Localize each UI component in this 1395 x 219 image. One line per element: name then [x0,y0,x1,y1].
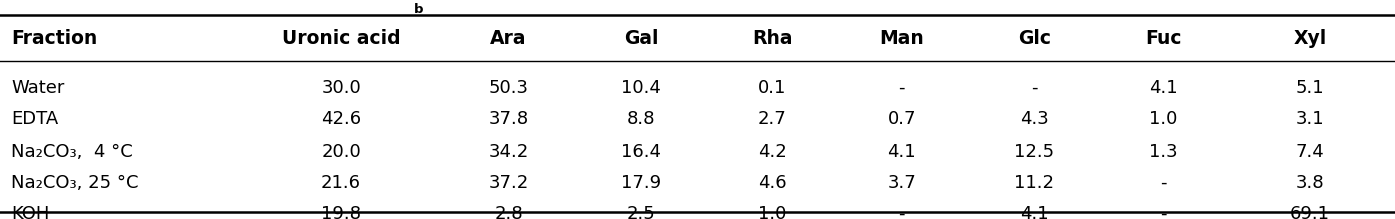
Text: 11.2: 11.2 [1014,174,1055,192]
Text: 4.6: 4.6 [757,174,787,192]
Text: 7.4: 7.4 [1296,143,1324,161]
Text: 4.1: 4.1 [1149,79,1177,97]
Text: KOH: KOH [11,205,50,219]
Text: 4.2: 4.2 [757,143,787,161]
Text: Fuc: Fuc [1145,29,1182,48]
Text: -: - [898,205,905,219]
Text: 50.3: 50.3 [488,79,529,97]
Text: -: - [1161,205,1166,219]
Text: Ara: Ara [490,29,527,48]
Text: 3.8: 3.8 [1296,174,1324,192]
Text: 16.4: 16.4 [621,143,661,161]
Text: Na₂CO₃,  4 °C: Na₂CO₃, 4 °C [11,143,133,161]
Text: Rha: Rha [752,29,792,48]
Text: 42.6: 42.6 [321,110,361,128]
Text: Man: Man [879,29,925,48]
Text: 4.1: 4.1 [887,143,917,161]
Text: 2.7: 2.7 [757,110,787,128]
Text: 19.8: 19.8 [321,205,361,219]
Text: 1.0: 1.0 [757,205,787,219]
Text: -: - [1031,79,1038,97]
Text: 10.4: 10.4 [621,79,661,97]
Text: 8.8: 8.8 [626,110,656,128]
Text: 0.7: 0.7 [887,110,917,128]
Text: 21.6: 21.6 [321,174,361,192]
Text: 4.3: 4.3 [1020,110,1049,128]
Text: 12.5: 12.5 [1014,143,1055,161]
Text: 4.1: 4.1 [1020,205,1049,219]
Text: Na₂CO₃, 25 °C: Na₂CO₃, 25 °C [11,174,138,192]
Text: 1.0: 1.0 [1149,110,1177,128]
Text: -: - [1161,174,1166,192]
Text: 3.7: 3.7 [887,174,917,192]
Text: 34.2: 34.2 [488,143,529,161]
Text: Water: Water [11,79,64,97]
Text: 17.9: 17.9 [621,174,661,192]
Text: 3.1: 3.1 [1296,110,1324,128]
Text: Xyl: Xyl [1293,29,1327,48]
Text: Uronic acid: Uronic acid [282,29,400,48]
Text: 2.5: 2.5 [626,205,656,219]
Text: Gal: Gal [624,29,658,48]
Text: 5.1: 5.1 [1296,79,1324,97]
Text: 30.0: 30.0 [321,79,361,97]
Text: 37.8: 37.8 [488,110,529,128]
Text: Glc: Glc [1018,29,1050,48]
Text: 2.8: 2.8 [494,205,523,219]
Text: -: - [898,79,905,97]
Text: 1.3: 1.3 [1149,143,1177,161]
Text: 69.1: 69.1 [1290,205,1329,219]
Text: 37.2: 37.2 [488,174,529,192]
Text: 0.1: 0.1 [757,79,787,97]
Text: 20.0: 20.0 [321,143,361,161]
Text: EDTA: EDTA [11,110,59,128]
Text: b: b [413,3,423,16]
Text: Fraction: Fraction [11,29,98,48]
